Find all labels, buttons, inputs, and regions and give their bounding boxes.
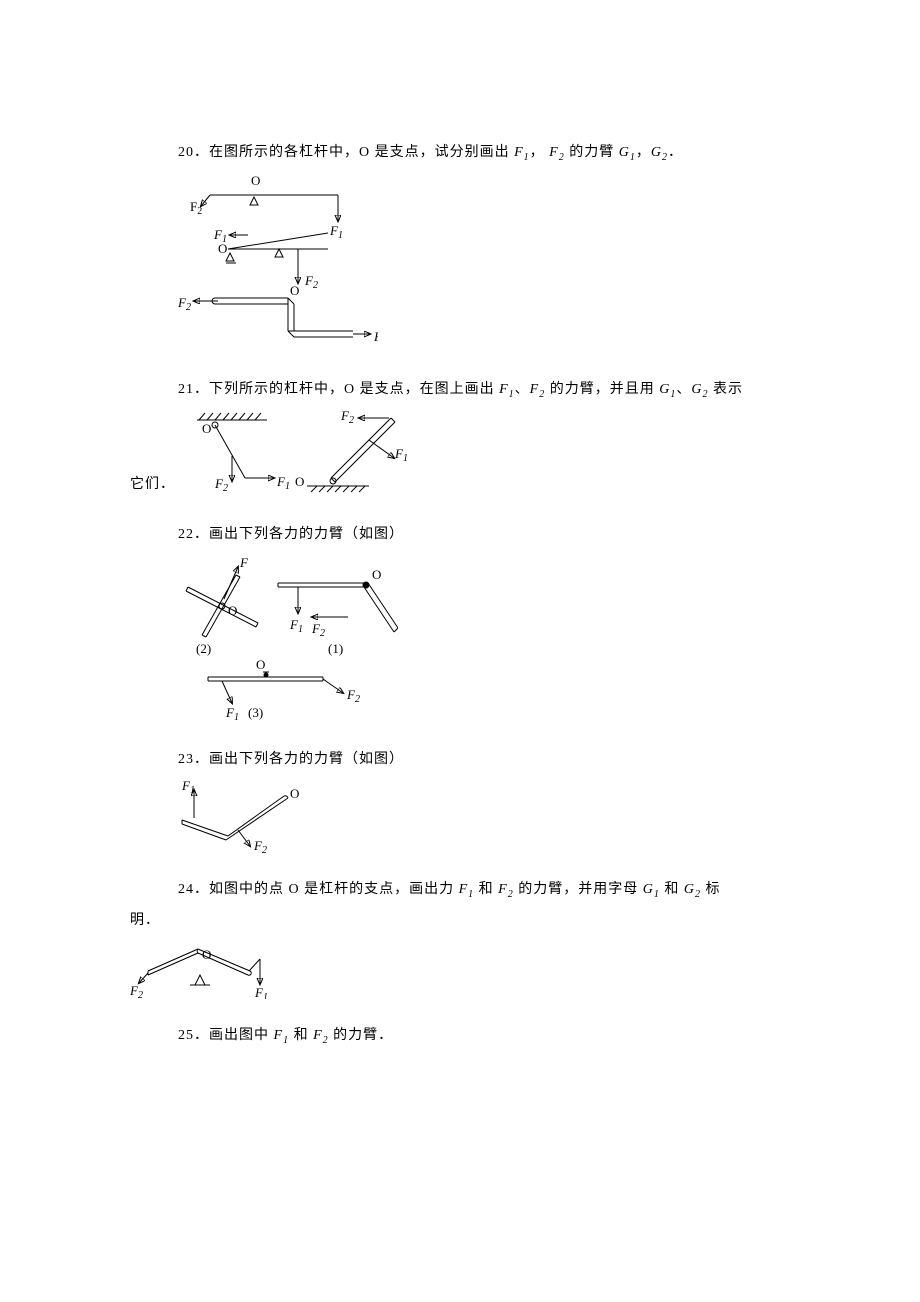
svg-text:O: O <box>202 947 211 962</box>
q21-g2: G2 <box>691 382 708 397</box>
svg-text:O: O <box>295 474 304 489</box>
svg-text:F1: F1 <box>225 705 239 723</box>
figure-q22: F O (2) O F1 F2 (1) O F1 F2 (3) <box>178 553 790 723</box>
svg-text:F1: F1 <box>276 474 290 492</box>
question-21-text: 21．下列所示的杠杆中，O 是支点，在图上画出 F1、F2 的力臂，并且用 G1… <box>178 377 790 404</box>
q24-a: 24．如图中的点 O 是杠杆的支点，画出力 <box>178 882 459 897</box>
question-23-text: 23．画出下列各力的力臂（如图） <box>178 747 790 772</box>
svg-text:F2: F2 <box>214 476 228 494</box>
comma: ， <box>530 145 545 160</box>
q20-part1: 20．在图所示的各杠杆中，O 是支点，试分别画出 <box>178 145 514 160</box>
svg-text:F2: F2 <box>130 983 143 999</box>
svg-text:O: O <box>290 786 299 801</box>
comma2: ， <box>636 145 651 160</box>
q21-tail2: 的力臂，并且用 <box>545 382 659 397</box>
svg-text:(2): (2) <box>196 641 211 656</box>
svg-text:F1: F1 <box>289 617 303 635</box>
svg-text:F2: F2 <box>253 838 267 853</box>
figure-q20: O F2 F1 F1 O F2 F2 O F1 <box>178 173 790 353</box>
figure-q21: O F2 F1 F2 F1 O <box>179 408 419 498</box>
svg-text:O: O <box>256 657 265 672</box>
svg-text:F1: F1 <box>181 778 195 796</box>
q21-tail3: 表示 <box>708 382 743 397</box>
question-20-text: 20．在图所示的各杠杆中，O 是支点，试分别画出 F1， F2 的力臂 G1，G… <box>178 140 790 167</box>
figure-q24: F2 F1 O <box>130 939 790 999</box>
g1-sym: G1 <box>619 145 636 160</box>
question-25-text: 25．画出图中 F1 和 F2 的力臂． <box>178 1023 790 1050</box>
q24-followup: 明． <box>130 908 790 933</box>
svg-text:F2: F2 <box>346 687 360 705</box>
question-22-text: 22．画出下列各力的力臂（如图） <box>178 522 790 547</box>
svg-text:F2: F2 <box>190 199 202 217</box>
svg-text:O: O <box>228 603 237 618</box>
svg-text:F2: F2 <box>178 295 191 313</box>
q21-g1: G1 <box>659 382 676 397</box>
q21-followup: 它们． <box>130 477 175 492</box>
svg-text:O: O <box>372 567 381 582</box>
svg-text:F2: F2 <box>340 408 354 426</box>
svg-text:O: O <box>202 421 211 436</box>
svg-text:F2: F2 <box>311 621 325 639</box>
svg-text:F: F <box>239 555 249 570</box>
q21-part1: 21．下列所示的杠杆中，O 是支点，在图上画出 <box>178 382 499 397</box>
q25-a: 25．画出图中 <box>178 1028 274 1043</box>
q21-f2: F2 <box>530 382 546 397</box>
svg-text:F1: F1 <box>329 223 343 241</box>
svg-text:F1: F1 <box>373 329 378 347</box>
f1-sym: F1 <box>514 145 530 160</box>
q20-tail: 的力臂 <box>565 145 619 160</box>
g2-sym: G2 <box>651 145 668 160</box>
svg-text:F1: F1 <box>254 985 268 999</box>
period: ． <box>668 145 683 160</box>
q21-comma: 、 <box>515 382 530 397</box>
svg-text:O: O <box>251 173 260 188</box>
svg-text:(3): (3) <box>248 705 263 720</box>
q21-f1: F1 <box>499 382 515 397</box>
svg-text:F1: F1 <box>394 446 408 464</box>
q21-comma2: 、 <box>676 382 691 397</box>
svg-text:O: O <box>290 283 299 298</box>
figure-q23: F1 O F2 <box>178 778 790 853</box>
svg-text:(1): (1) <box>328 641 343 656</box>
f2-sym: F2 <box>549 145 565 160</box>
question-24-text: 24．如图中的点 O 是杠杆的支点，画出力 F1 和 F2 的力臂，并用字母 G… <box>178 877 790 904</box>
svg-text:F2: F2 <box>304 273 318 291</box>
svg-text:O: O <box>218 241 227 256</box>
